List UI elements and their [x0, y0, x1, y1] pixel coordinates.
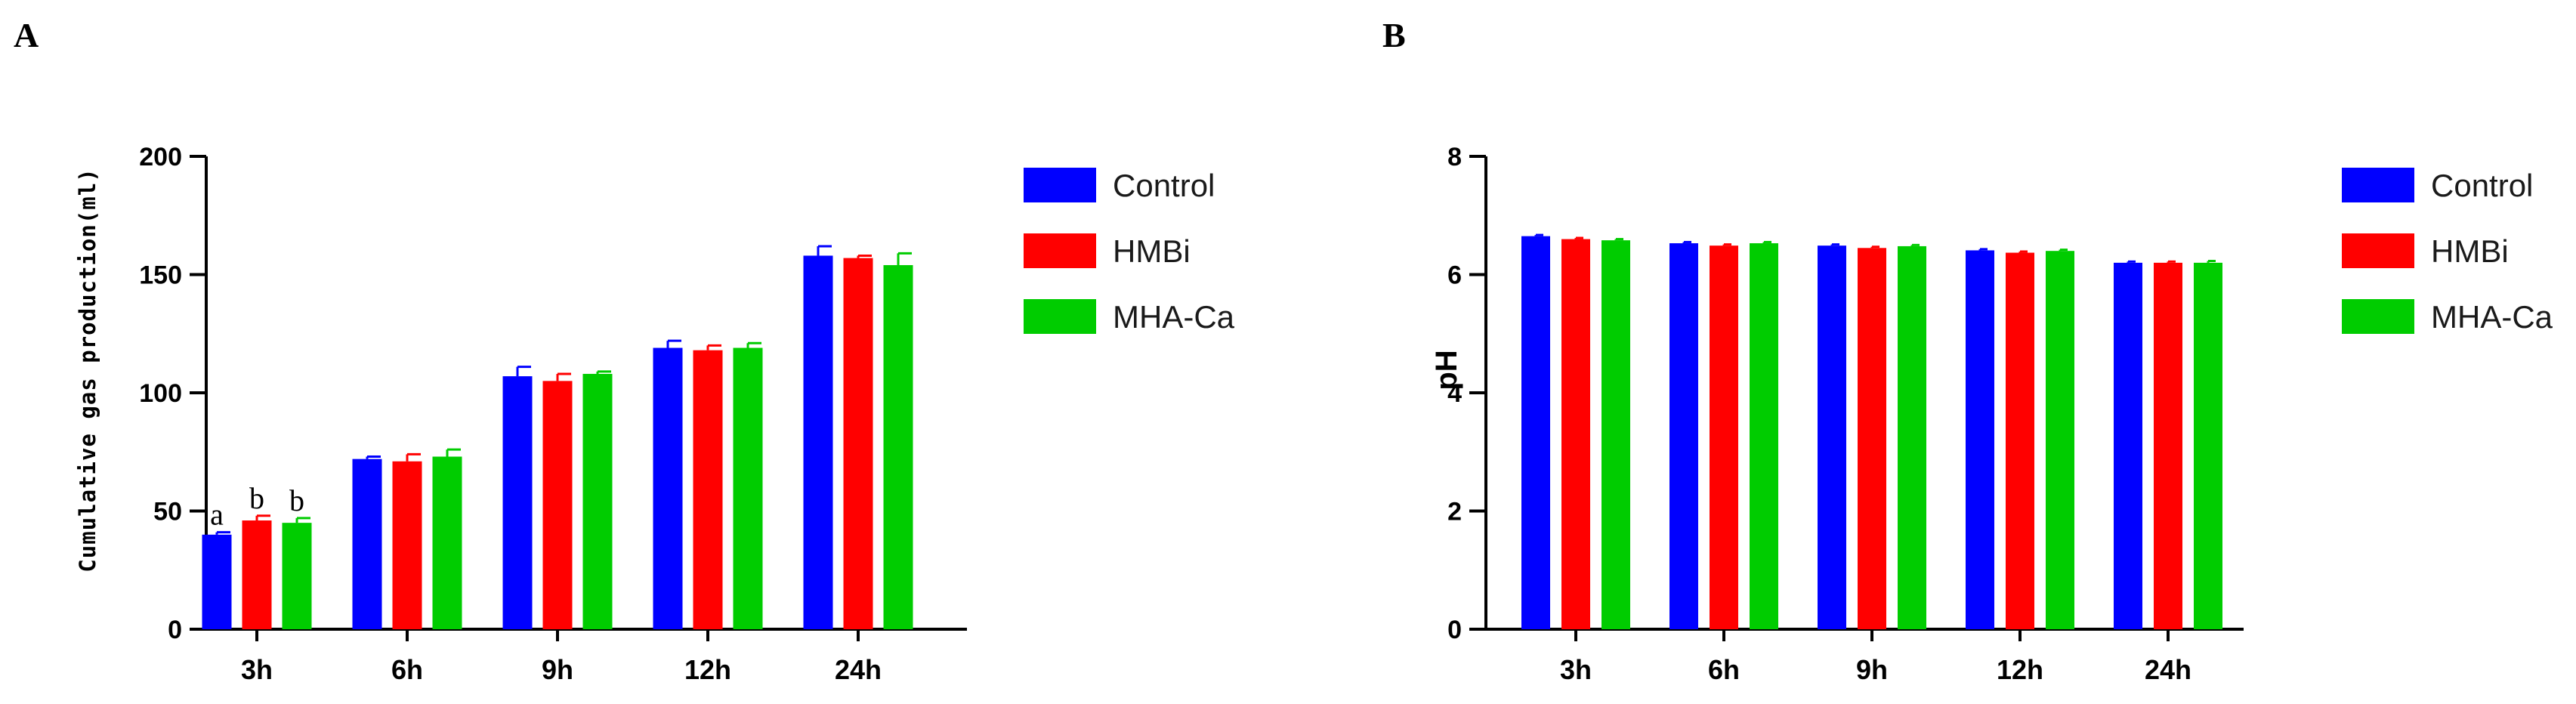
panel-a-y-tick-label: 150	[139, 261, 182, 290]
panel-a-x-tick-label: 9h	[542, 654, 573, 685]
panel-a-y-tick-label: 50	[153, 498, 182, 526]
panel-a-bar-mha-ca-9h	[582, 373, 613, 629]
panel-b-legend-label-mha-ca: MHA-Ca	[2431, 299, 2553, 335]
panel-b-bar-mha-ca-12h	[2046, 251, 2074, 629]
panel-b-bar-control-3h	[1521, 236, 1550, 629]
panel-a-legend-label-control: Control	[1113, 168, 1215, 203]
panel-b-bar-hmbi-6h	[1710, 245, 1738, 629]
panel-a-bar-hmbi-3h	[242, 520, 272, 629]
panel-a-bar-control-3h	[202, 534, 232, 629]
panel-b-bar-mha-ca-9h	[1898, 245, 1926, 629]
panel-b-x-tick-label: 12h	[1997, 654, 2043, 685]
panel-b-legend-label-hmbi: HMBi	[2431, 233, 2509, 269]
panel-a-significance-label: b	[249, 481, 264, 515]
panel-a-legend-label-hmbi: HMBi	[1113, 233, 1191, 269]
panel-a-legend-swatch-mha-ca	[1024, 299, 1096, 334]
panel-b-bar-hmbi-12h	[2006, 252, 2034, 629]
panel-a-bar-control-24h	[803, 255, 833, 629]
panel-a-x-tick-label: 6h	[391, 654, 423, 685]
panel-b-legend-swatch-hmbi	[2342, 233, 2414, 268]
panel-b-x-tick-label: 24h	[2145, 654, 2191, 685]
panel-a-x-tick-label: 24h	[835, 654, 882, 685]
panel-b-bar-mha-ca-3h	[1602, 240, 1630, 629]
panel-b-legend-label-control: Control	[2431, 168, 2533, 203]
panel-a-bar-hmbi-6h	[392, 461, 422, 629]
panel-a-y-tick-label: 100	[139, 379, 182, 408]
panel-a-bar-mha-ca-3h	[282, 523, 312, 629]
panel-a-bar-mha-ca-6h	[432, 456, 462, 629]
panel-b-y-tick-label: 6	[1447, 261, 1462, 290]
panel-b-bar-control-9h	[1818, 245, 1846, 629]
panel-a-bar-control-6h	[352, 459, 382, 629]
panel-a-y-axis-label: Cumulative gas production(ml)	[75, 168, 100, 572]
panel-a-bar-hmbi-9h	[542, 381, 573, 629]
panel-a-bar-mha-ca-12h	[733, 347, 763, 629]
panel-b-x-tick-label: 3h	[1560, 654, 1592, 685]
panel-b-bar-hmbi-3h	[1561, 239, 1590, 629]
panel-a-significance-label: a	[210, 498, 224, 532]
panel-b-bar-control-12h	[1966, 250, 1994, 629]
panel-a-legend-swatch-control	[1024, 168, 1096, 202]
panel-b-legend-swatch-mha-ca	[2342, 299, 2414, 334]
panel-a-label: A	[14, 16, 39, 54]
panel-b-label: B	[1382, 16, 1406, 54]
panel-b-bar-control-24h	[2114, 262, 2142, 629]
panel-a-significance-label: b	[289, 483, 304, 517]
panel-a-legend-label-mha-ca: MHA-Ca	[1113, 299, 1235, 335]
panel-b-bar-mha-ca-24h	[2194, 262, 2222, 629]
panel-b-x-tick-label: 6h	[1708, 654, 1740, 685]
panel-a-bar-control-9h	[502, 376, 533, 629]
panel-b-bar-hmbi-24h	[2154, 262, 2182, 629]
panel-b-y-tick-label: 8	[1447, 143, 1462, 171]
panel-a-bar-hmbi-12h	[693, 350, 723, 629]
panel-b-bar-mha-ca-6h	[1750, 243, 1778, 629]
panel-b-bar-control-6h	[1669, 243, 1698, 629]
panel-b-x-tick-label: 9h	[1856, 654, 1888, 685]
panel-a-y-tick-label: 200	[139, 143, 182, 171]
panel-a-bar-hmbi-24h	[843, 258, 873, 629]
panel-b-legend-swatch-control	[2342, 168, 2414, 202]
panel-b-y-tick-label: 0	[1447, 616, 1462, 644]
panel-a-y-tick-label: 0	[168, 616, 182, 644]
panel-b-y-axis-label: pH	[1430, 350, 1463, 390]
panel-a-x-tick-label: 3h	[241, 654, 273, 685]
panel-a-x-tick-label: 12h	[684, 654, 731, 685]
panel-b-y-tick-label: 4	[1447, 379, 1462, 408]
panel-a-bar-control-12h	[653, 347, 683, 629]
panel-b-bar-hmbi-9h	[1858, 248, 1886, 629]
panel-b-chart: 0 2 4 6 8 3h 6h 9h 12h 24h Control HMBi MHA-Ca	[1447, 143, 2553, 685]
panel-b-y-tick-label: 2	[1447, 498, 1462, 526]
panel-a-legend-swatch-hmbi	[1024, 233, 1096, 268]
panel-a-bar-mha-ca-24h	[883, 264, 913, 629]
